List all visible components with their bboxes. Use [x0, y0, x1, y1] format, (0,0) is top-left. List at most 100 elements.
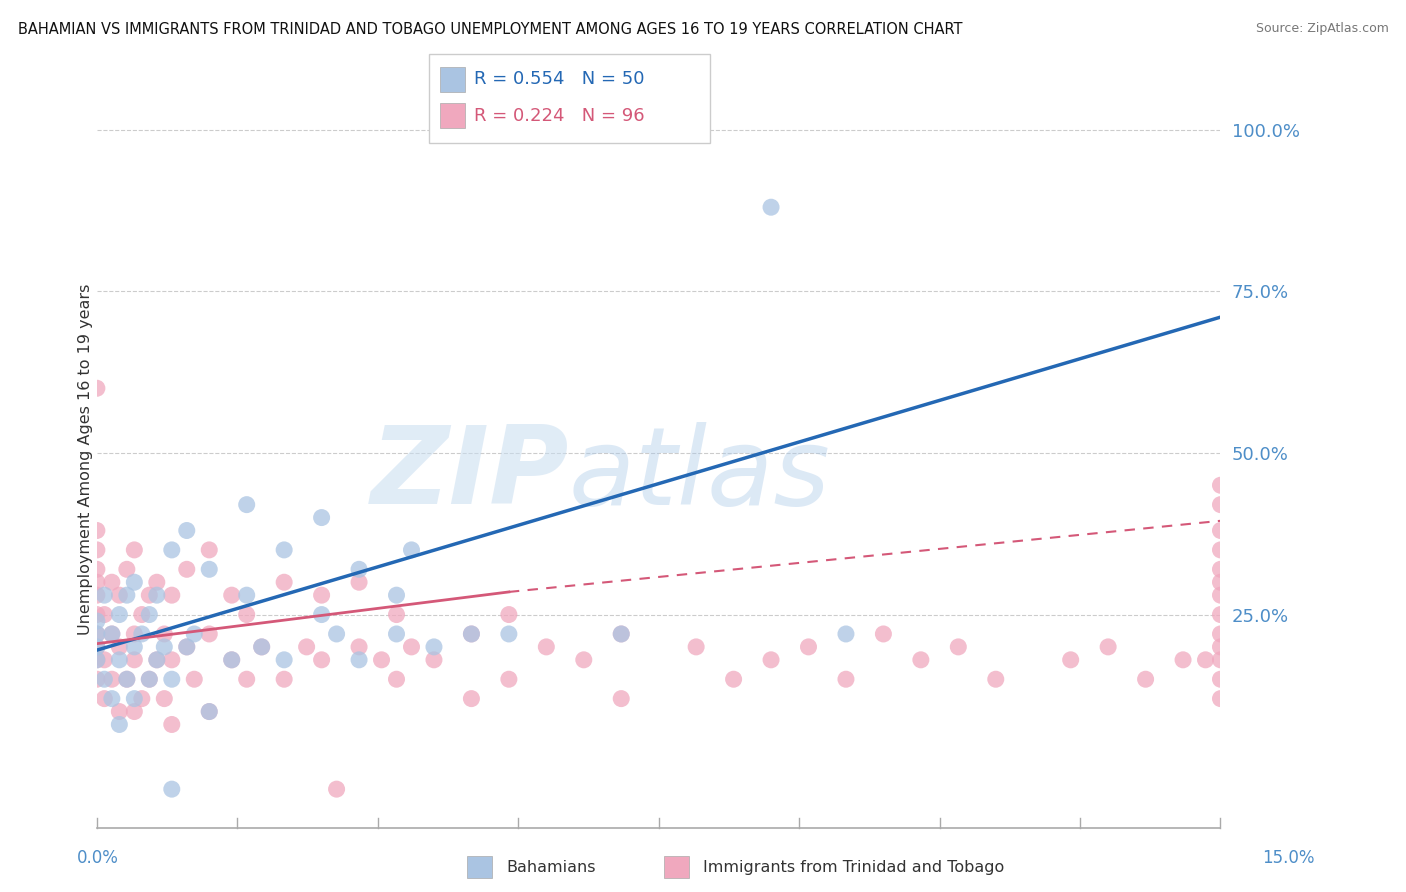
- Point: [146, 653, 169, 667]
- Point: [1097, 640, 1119, 654]
- Point: [124, 691, 146, 706]
- Point: [138, 588, 160, 602]
- Point: [1209, 542, 1232, 557]
- Point: [108, 640, 131, 654]
- Point: [1209, 653, 1232, 667]
- Point: [93, 653, 115, 667]
- Point: [797, 640, 820, 654]
- Point: [385, 627, 408, 641]
- Point: [610, 627, 633, 641]
- Point: [198, 627, 221, 641]
- Point: [86, 627, 108, 641]
- Point: [160, 653, 183, 667]
- Point: [108, 653, 131, 667]
- Point: [984, 672, 1007, 686]
- Point: [101, 691, 124, 706]
- Point: [572, 653, 595, 667]
- Point: [86, 640, 108, 654]
- Text: atlas: atlas: [569, 422, 831, 526]
- Point: [93, 672, 115, 686]
- Point: [1209, 588, 1232, 602]
- Point: [131, 607, 153, 622]
- Text: Bahamians: Bahamians: [506, 860, 596, 874]
- Point: [1171, 653, 1194, 667]
- Point: [311, 588, 333, 602]
- Point: [948, 640, 970, 654]
- Point: [401, 640, 423, 654]
- Point: [273, 653, 295, 667]
- Point: [86, 575, 108, 590]
- Point: [138, 672, 160, 686]
- Point: [176, 640, 198, 654]
- Point: [146, 653, 169, 667]
- Point: [423, 653, 446, 667]
- Point: [153, 640, 176, 654]
- Point: [1060, 653, 1083, 667]
- Point: [131, 627, 153, 641]
- Point: [498, 607, 520, 622]
- Point: [124, 705, 146, 719]
- Point: [86, 542, 108, 557]
- Point: [460, 627, 482, 641]
- Point: [124, 575, 146, 590]
- Point: [146, 575, 169, 590]
- Point: [1194, 653, 1216, 667]
- Point: [108, 607, 131, 622]
- Point: [759, 200, 782, 214]
- Point: [86, 627, 108, 641]
- Point: [1209, 672, 1232, 686]
- Point: [160, 717, 183, 731]
- Point: [250, 640, 273, 654]
- Point: [1135, 672, 1157, 686]
- Point: [131, 691, 153, 706]
- Point: [124, 653, 146, 667]
- Point: [101, 575, 124, 590]
- Point: [86, 672, 108, 686]
- Point: [235, 498, 257, 512]
- Point: [1209, 691, 1232, 706]
- Point: [325, 627, 347, 641]
- Point: [910, 653, 932, 667]
- Point: [1209, 524, 1232, 538]
- Point: [610, 627, 633, 641]
- Point: [385, 672, 408, 686]
- Point: [160, 672, 183, 686]
- Point: [138, 607, 160, 622]
- Point: [498, 672, 520, 686]
- Point: [1209, 575, 1232, 590]
- Point: [176, 524, 198, 538]
- Point: [235, 672, 257, 686]
- Point: [273, 672, 295, 686]
- Text: ZIP: ZIP: [370, 421, 569, 527]
- Point: [423, 640, 446, 654]
- Point: [347, 575, 370, 590]
- Point: [1209, 607, 1232, 622]
- Point: [370, 653, 392, 667]
- Point: [1209, 478, 1232, 492]
- Point: [138, 672, 160, 686]
- Text: 15.0%: 15.0%: [1263, 849, 1315, 867]
- Point: [198, 705, 221, 719]
- Point: [146, 588, 169, 602]
- Point: [160, 588, 183, 602]
- Point: [311, 510, 333, 524]
- Point: [86, 614, 108, 628]
- Point: [86, 381, 108, 395]
- Point: [723, 672, 745, 686]
- Point: [221, 588, 243, 602]
- Point: [1209, 562, 1232, 576]
- Point: [311, 653, 333, 667]
- Point: [108, 588, 131, 602]
- Point: [86, 653, 108, 667]
- Point: [385, 588, 408, 602]
- Point: [124, 640, 146, 654]
- Point: [101, 627, 124, 641]
- Point: [183, 672, 205, 686]
- Point: [401, 542, 423, 557]
- Point: [498, 627, 520, 641]
- Point: [460, 627, 482, 641]
- Text: BAHAMIAN VS IMMIGRANTS FROM TRINIDAD AND TOBAGO UNEMPLOYMENT AMONG AGES 16 TO 19: BAHAMIAN VS IMMIGRANTS FROM TRINIDAD AND…: [18, 22, 963, 37]
- Point: [86, 653, 108, 667]
- Point: [325, 782, 347, 797]
- Point: [1209, 640, 1232, 654]
